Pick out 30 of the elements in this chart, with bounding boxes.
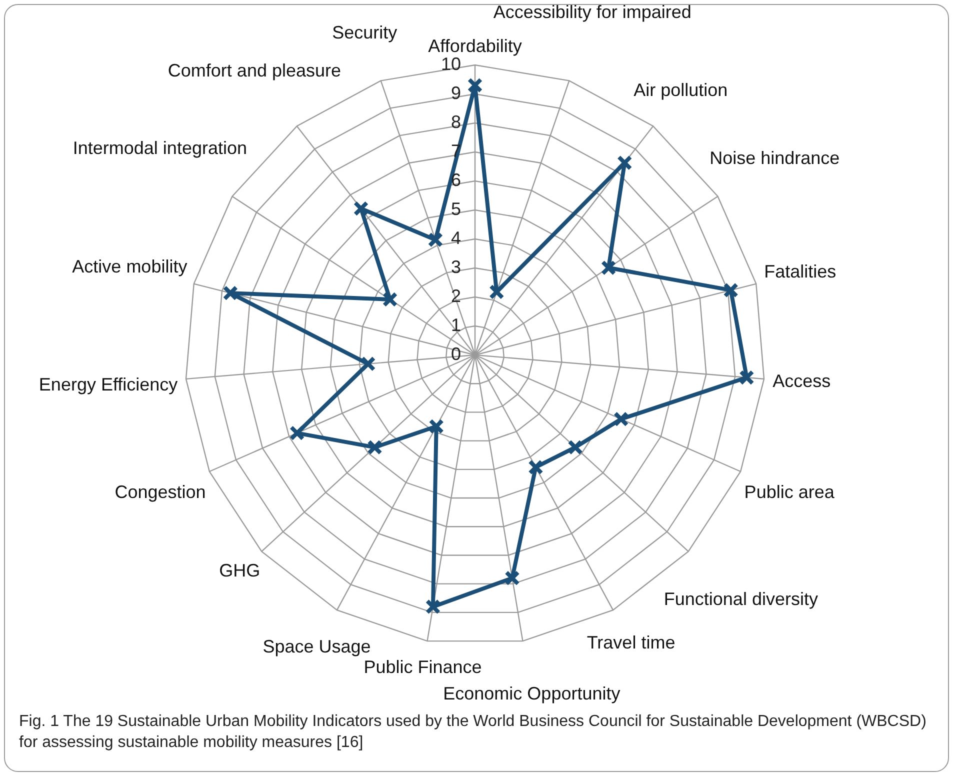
spoke-label: Functional diversity	[664, 588, 818, 609]
spoke-label: Intermodal integration	[72, 138, 247, 158]
spoke-label: Public area	[744, 482, 836, 502]
y-tick-label: 0	[450, 344, 461, 364]
spoke-label: Affordability	[428, 36, 522, 56]
spoke-label: Fatalities	[764, 262, 836, 282]
spoke-label: Active mobility	[72, 256, 188, 277]
spoke-label: Economic Opportunity	[443, 684, 620, 704]
spoke-label: Comfort and pleasure	[168, 60, 342, 81]
y-tick-label: 10	[440, 54, 461, 74]
y-tick-label: 9	[450, 82, 461, 103]
spoke-label: GHG	[219, 560, 260, 581]
spoke-label: Public Finance	[364, 657, 482, 678]
y-tick-label: 1	[450, 314, 461, 335]
spoke-label: Energy Efficiency	[38, 374, 178, 394]
y-tick-label: 3	[450, 256, 461, 277]
caption: Fig. 1 The 19 Sustainable Urban Mobility Indicators used by the World Business Council for Sustainable Development (WBCSD) for assessing sustainable mobility measures [16]	[19, 712, 928, 753]
y-tick-label: 5	[450, 198, 461, 219]
y-tick-label: 7	[450, 140, 461, 161]
spoke-label: Space Usage	[262, 636, 371, 656]
spoke-label: Air pollution	[634, 80, 728, 100]
spoke-label: Accessibility for impaired	[493, 2, 692, 22]
y-tick-label: 4	[450, 228, 461, 248]
spoke-label: Security	[332, 22, 398, 42]
spoke-label: Congestion	[114, 482, 206, 502]
y-tick-label: 8	[450, 112, 461, 132]
spoke-label: Noise hindrance	[710, 148, 840, 168]
y-tick-label: 2	[450, 286, 461, 306]
spoke-label: Travel time	[586, 632, 676, 652]
spoke-label: Access	[772, 371, 831, 392]
